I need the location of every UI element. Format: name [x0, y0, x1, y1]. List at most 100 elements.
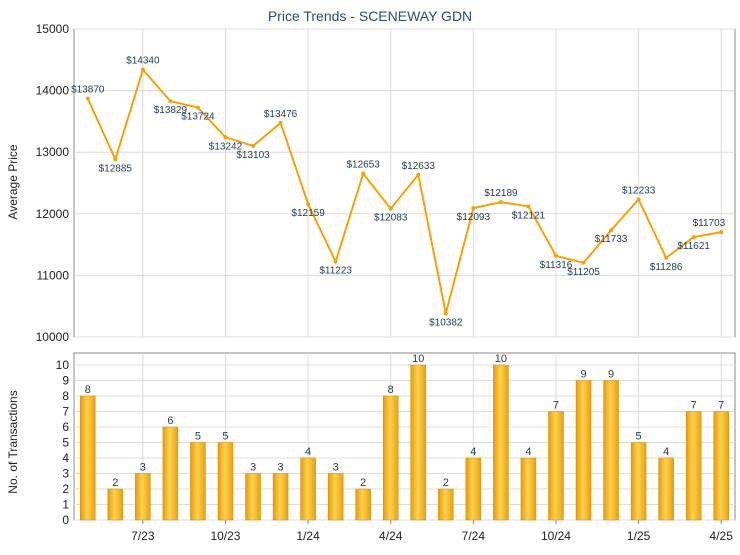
- transaction-count-label: 7: [553, 400, 559, 412]
- transaction-bar: [685, 411, 702, 521]
- transaction-bar: [245, 473, 261, 521]
- transaction-count-label: 4: [663, 446, 669, 458]
- price-y-axis-label: Average Price: [6, 144, 20, 219]
- price-data-label: $12121: [512, 210, 546, 221]
- price-point: [168, 99, 173, 104]
- price-data-label: $11621: [677, 241, 710, 252]
- price-series-line: [86, 67, 722, 314]
- bar-y-tick-label: 0: [62, 513, 69, 527]
- transaction-bar: [80, 395, 96, 521]
- transaction-bar: [548, 411, 564, 521]
- x-tick-label: 4/24: [379, 529, 403, 543]
- transaction-count-label: 9: [608, 369, 614, 381]
- bar-y-tick-label: 10: [56, 358, 70, 372]
- x-tick-label: 4/25: [710, 529, 734, 543]
- transaction-count-label: 8: [388, 384, 394, 396]
- x-tick-label: 7/23: [131, 529, 155, 543]
- price-point: [498, 200, 503, 205]
- transaction-bar: [438, 488, 454, 521]
- price-panel: 10000 11000 12000 13000 14000 15000 $13870 $128…: [36, 22, 736, 344]
- transaction-count-label: 4: [525, 446, 531, 458]
- bar-y-tick-label: 7: [62, 405, 69, 419]
- price-data-label: $13103: [236, 150, 270, 161]
- transaction-count-label: 3: [278, 462, 284, 474]
- price-point: [443, 311, 448, 316]
- transaction-count-label: 4: [305, 446, 311, 458]
- transaction-bar: [658, 457, 674, 521]
- x-tick-label: 1/24: [296, 529, 320, 543]
- transactions-y-axis-label: No. of Transactions: [6, 390, 20, 493]
- price-data-label: $11205: [567, 267, 600, 278]
- price-y-tick-label: 10000: [36, 330, 70, 344]
- price-data-label: $12633: [402, 161, 436, 172]
- price-data-label: $12083: [374, 213, 408, 224]
- price-y-tick-label: 11000: [37, 268, 70, 282]
- bar-y-tick-label: 5: [62, 436, 69, 450]
- bar-y-tick-label: 2: [62, 482, 69, 496]
- bar-y-tick-label: 4: [62, 451, 69, 465]
- price-point: [636, 197, 641, 202]
- transaction-bar: [355, 488, 371, 521]
- price-data-label: $12093: [457, 212, 491, 223]
- price-point: [471, 206, 476, 211]
- price-data-label: $10382: [429, 317, 463, 328]
- price-plot-frame: [73, 28, 736, 338]
- transaction-count-label: 9: [580, 369, 586, 381]
- price-point: [581, 260, 586, 265]
- transaction-count-label: 5: [195, 431, 201, 443]
- transaction-bar: [162, 426, 179, 521]
- transaction-bar: [272, 473, 289, 521]
- price-data-label: $13724: [181, 112, 215, 123]
- price-point: [251, 143, 256, 148]
- transaction-count-label: 7: [718, 400, 724, 412]
- price-point: [388, 206, 393, 211]
- price-point: [113, 157, 118, 162]
- price-data-label: $12189: [484, 188, 518, 199]
- transaction-count-label: 2: [443, 477, 449, 489]
- price-point: [553, 253, 558, 258]
- bar-y-tick-label: 8: [62, 389, 69, 403]
- transaction-bar: [382, 395, 399, 521]
- price-data-label: $13476: [264, 109, 298, 120]
- x-tick-label: 1/25: [627, 529, 651, 543]
- price-data-label: $13242: [209, 141, 243, 152]
- transaction-count-label: 5: [636, 431, 642, 443]
- transaction-count-label: 6: [167, 415, 173, 427]
- price-point: [691, 235, 696, 240]
- price-data-label: $11703: [693, 218, 726, 229]
- price-point: [609, 228, 614, 233]
- transaction-bar: [135, 473, 151, 521]
- transaction-count-label: 3: [333, 462, 339, 474]
- price-data-label: $12885: [99, 163, 133, 174]
- transaction-count-label: 10: [495, 353, 507, 365]
- price-data-label: $11733: [595, 234, 628, 245]
- transaction-bar: [217, 442, 234, 521]
- transaction-count-label: 5: [222, 431, 228, 443]
- x-tick-label: 7/24: [462, 529, 486, 543]
- price-data-label: $12653: [347, 160, 381, 171]
- transaction-bar: [410, 364, 427, 521]
- transaction-bar: [465, 457, 482, 521]
- transaction-bar: [300, 457, 316, 521]
- bar-y-tick-label: 1: [62, 498, 69, 512]
- price-data-label: $11223: [319, 266, 352, 277]
- transaction-bar: [190, 442, 206, 521]
- price-point: [719, 230, 724, 235]
- price-data-label: $12233: [622, 185, 656, 196]
- price-point: [416, 172, 421, 177]
- transaction-count-label: 8: [85, 384, 91, 396]
- price-point: [526, 204, 531, 209]
- transaction-count-label: 10: [412, 353, 424, 365]
- transaction-bar: [603, 380, 619, 521]
- price-data-label: $13870: [71, 85, 105, 96]
- price-point: [306, 202, 311, 207]
- price-y-tick-label: 13000: [36, 145, 70, 159]
- price-data-label: $12159: [291, 208, 325, 219]
- transaction-count-label: 2: [360, 477, 366, 489]
- x-tick-label: 10/23: [210, 529, 240, 543]
- price-data-label: $11286: [650, 262, 683, 273]
- transaction-count-label: 2: [112, 477, 118, 489]
